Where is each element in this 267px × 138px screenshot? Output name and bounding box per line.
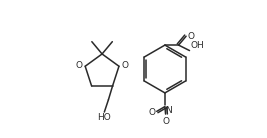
Text: N: N [166, 106, 172, 115]
Text: HO: HO [97, 113, 111, 122]
Text: O: O [76, 61, 83, 71]
Text: OH: OH [190, 41, 204, 50]
Text: O: O [121, 61, 128, 71]
Text: O: O [148, 108, 155, 117]
Text: O: O [188, 32, 195, 41]
Text: O: O [162, 117, 169, 126]
